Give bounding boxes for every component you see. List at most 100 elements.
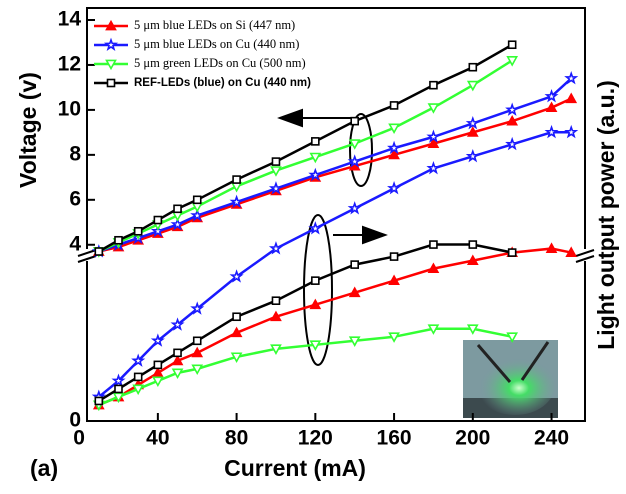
marker [268, 241, 283, 255]
marker [271, 157, 281, 166]
marker [565, 92, 578, 104]
marker [114, 384, 123, 394]
marker [311, 276, 320, 285]
x-tick-label: 40 [146, 427, 169, 450]
marker [466, 324, 479, 335]
marker [268, 181, 283, 195]
plot-frame [86, 7, 586, 422]
marker [545, 101, 558, 113]
marker [270, 344, 282, 355]
marker [309, 298, 322, 310]
marker [466, 126, 479, 137]
marker [565, 246, 578, 257]
y-tick-label: 8 [69, 142, 81, 165]
marker [505, 102, 520, 116]
marker [173, 204, 182, 214]
marker [153, 215, 163, 225]
marker [152, 366, 164, 378]
marker [191, 364, 204, 376]
marker [111, 373, 126, 387]
marker [106, 78, 116, 88]
marker [387, 140, 402, 155]
marker [271, 296, 281, 306]
marker [468, 62, 478, 72]
legend-label: 5 μm blue LEDs on Cu (440 nm) [134, 37, 299, 51]
marker [388, 274, 400, 286]
marker [229, 269, 244, 283]
marker [506, 332, 519, 343]
marker [229, 194, 244, 209]
marker [348, 286, 361, 298]
y-axis-label: Voltage (v) [15, 72, 41, 188]
marker [426, 160, 441, 175]
marker [350, 116, 359, 126]
marker [347, 154, 362, 168]
marker [564, 71, 579, 85]
y2-axis-label: Light output power (a.u.) [593, 80, 619, 350]
marker [270, 166, 282, 177]
x-axis-label: Current (mA) [224, 455, 366, 481]
marker [133, 372, 143, 382]
marker [131, 353, 146, 367]
inset-photo [463, 340, 558, 418]
marker [427, 103, 440, 114]
marker [309, 340, 322, 351]
panel-label: (a) [30, 455, 58, 481]
legend-label: REF-LEDs (blue) on Cu (440 nm) [134, 77, 311, 89]
legend: 5 μm blue LEDs on Si (447 nm) 5 μm blue L… [94, 18, 311, 89]
y-tick-label: 6 [69, 187, 81, 210]
marker [544, 89, 559, 103]
marker [112, 392, 125, 404]
marker [133, 226, 143, 236]
series-line [98, 247, 572, 407]
marker [230, 181, 243, 193]
marker [429, 80, 438, 90]
marker [153, 360, 163, 370]
marker [105, 19, 117, 31]
marker [545, 242, 558, 253]
marker [152, 376, 164, 388]
series-line [98, 131, 572, 398]
marker [506, 114, 519, 126]
marker [170, 217, 185, 231]
marker [170, 317, 185, 331]
marker [232, 175, 241, 184]
marker [114, 235, 123, 245]
legend-label: 5 μm blue LEDs on Si (447 nm) [134, 18, 295, 32]
marker [564, 124, 579, 139]
marker [507, 40, 517, 50]
marker [468, 240, 478, 249]
x-tick-label: 200 [455, 427, 490, 450]
axis-break [77, 249, 595, 263]
marker [173, 348, 182, 358]
legend-label: 5 μm green LEDs on Cu (500 nm) [134, 56, 306, 70]
marker [465, 115, 480, 130]
y-tick-label: 10 [58, 97, 81, 120]
marker [348, 139, 361, 150]
marker [105, 59, 117, 71]
marker [427, 262, 440, 274]
marker [230, 352, 243, 363]
x-tick-label: 0 [73, 427, 85, 450]
marker [171, 368, 184, 380]
marker [389, 101, 399, 110]
y2-tick-label: 0 [69, 409, 81, 432]
marker [505, 136, 520, 151]
marker [429, 240, 438, 249]
marker [171, 354, 184, 366]
marker [387, 181, 402, 195]
marker [347, 201, 362, 215]
marker [466, 254, 479, 266]
marker [426, 129, 441, 143]
marker [103, 37, 119, 51]
marker [308, 167, 323, 182]
marker [270, 310, 282, 322]
y-tick-label: 4 [69, 232, 81, 255]
annotations [277, 108, 388, 366]
marker [94, 247, 104, 256]
marker [191, 346, 204, 358]
x-tick-label: 120 [298, 427, 333, 450]
marker [388, 123, 400, 135]
marker [466, 80, 479, 92]
